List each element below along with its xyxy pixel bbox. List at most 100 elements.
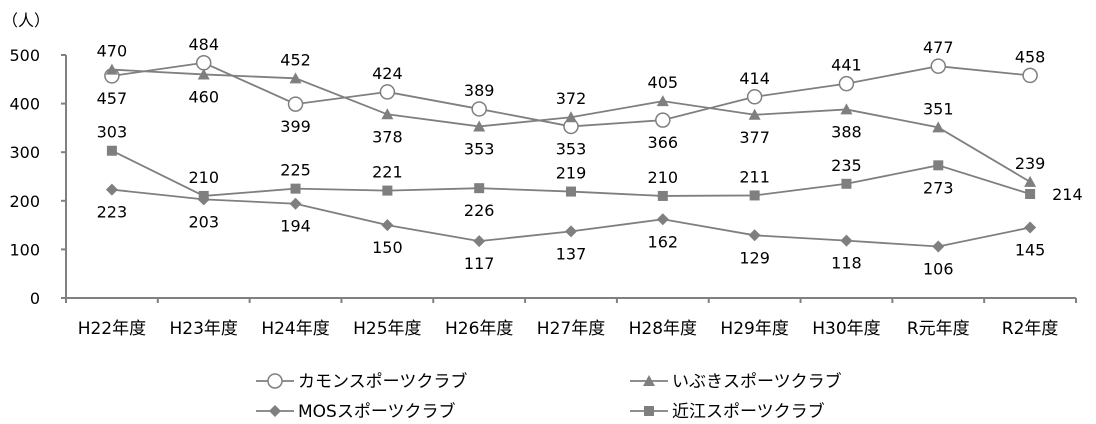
x-category-label: H23年度 <box>170 319 238 339</box>
data-label: 223 <box>97 203 128 222</box>
data-point <box>1024 175 1037 187</box>
x-category-label: H27年度 <box>537 319 605 339</box>
series-2: 470 460 452 378 353 372 405 377 388 351 239 <box>97 42 1045 187</box>
data-point <box>106 145 117 156</box>
data-label: 162 <box>648 232 679 251</box>
legend-label: MOSスポーツクラブ <box>298 401 456 422</box>
data-point <box>841 178 852 189</box>
data-point <box>1022 67 1038 84</box>
data-point <box>932 121 945 133</box>
legend-marker <box>269 405 281 417</box>
data-label: 273 <box>923 178 954 197</box>
data-label: 137 <box>556 244 587 263</box>
data-point <box>289 197 302 210</box>
data-label: 414 <box>739 69 770 88</box>
data-point <box>473 235 486 248</box>
data-label: 353 <box>464 139 495 158</box>
data-point <box>748 108 761 120</box>
y-tick-label: 200 <box>9 192 40 211</box>
legend-marker <box>643 375 655 386</box>
data-label: 129 <box>739 248 770 267</box>
legend-label: 近江スポーツクラブ <box>672 401 825 422</box>
data-point <box>198 190 209 201</box>
data-point <box>930 58 947 74</box>
series-line <box>111 188 1031 248</box>
data-label: 117 <box>464 254 495 273</box>
y-tick-label: 400 <box>9 95 40 114</box>
data-point <box>290 183 301 194</box>
data-label: 226 <box>464 201 495 220</box>
data-point <box>840 234 853 247</box>
data-label: 211 <box>739 167 770 186</box>
series-1: 457 484 399 424 389 353 366 414 441 477 458 <box>97 35 1046 159</box>
x-category-label: R2年度 <box>1002 319 1059 339</box>
data-label: 210 <box>188 168 219 187</box>
data-point <box>474 183 485 194</box>
legend: カモンスポーツクラブ いぶきスポーツクラブ MOSスポーツクラブ 近江スポーツクラブ <box>256 371 842 422</box>
data-point <box>656 213 669 226</box>
x-category-label: H26年度 <box>445 319 513 339</box>
data-point <box>933 160 944 171</box>
data-label: 377 <box>739 128 770 147</box>
data-point <box>749 190 760 201</box>
x-category-label: H29年度 <box>720 319 788 339</box>
legend-item-1: カモンスポーツクラブ <box>256 371 467 392</box>
data-label: 303 <box>97 123 128 142</box>
data-label: 399 <box>280 117 311 136</box>
data-label: 378 <box>372 127 403 146</box>
data-label: 366 <box>648 133 679 152</box>
legend-item-3: MOSスポーツクラブ <box>256 401 456 422</box>
data-label: 225 <box>280 161 311 180</box>
data-point <box>382 185 393 196</box>
data-label: 219 <box>556 164 587 183</box>
data-point <box>381 219 394 232</box>
data-label: 405 <box>648 73 679 92</box>
data-label: 235 <box>831 156 862 175</box>
y-tick-label: 500 <box>9 46 40 65</box>
data-point <box>838 75 855 92</box>
data-label: 118 <box>831 254 862 273</box>
data-point <box>471 101 487 117</box>
data-label: 145 <box>1015 241 1046 260</box>
data-label: 458 <box>1015 47 1046 66</box>
y-axis: 0 100 200 300 400 500 <box>9 46 67 308</box>
legend-item-4: 近江スポーツクラブ <box>630 401 825 422</box>
data-label: 353 <box>556 139 587 158</box>
y-tick-label: 0 <box>30 289 40 308</box>
legend-label: カモンスポーツクラブ <box>298 371 467 392</box>
data-point <box>105 183 118 196</box>
data-point <box>565 111 577 123</box>
data-point <box>655 112 671 128</box>
data-point <box>565 225 577 238</box>
x-category-label: H30年度 <box>812 319 880 339</box>
data-point <box>1024 221 1037 234</box>
data-label: 460 <box>188 87 219 106</box>
data-label: 424 <box>372 64 403 83</box>
data-label: 351 <box>923 99 954 118</box>
legend-label: いぶきスポーツクラブ <box>672 371 842 392</box>
x-axis: H22年度 H23年度 H24年度 H25年度 H26年度 H27年度 H28年度 H29年度… <box>65 297 1077 339</box>
data-label: 372 <box>556 89 587 108</box>
data-label: 389 <box>464 81 495 100</box>
data-point <box>746 89 763 105</box>
data-point <box>287 96 304 112</box>
legend-marker <box>644 406 654 416</box>
data-point <box>381 108 394 120</box>
data-label: 221 <box>372 163 403 182</box>
data-label: 210 <box>648 168 679 187</box>
data-point <box>105 63 118 75</box>
data-point <box>566 186 576 197</box>
data-label: 470 <box>97 42 128 61</box>
data-point <box>289 72 302 84</box>
data-label: 441 <box>831 56 862 75</box>
data-point <box>657 190 668 201</box>
x-category-label: H28年度 <box>629 319 697 339</box>
data-point <box>379 84 396 100</box>
y-axis-unit-label: （人） <box>2 11 50 30</box>
data-point <box>1025 188 1036 199</box>
data-label: 477 <box>923 38 954 57</box>
data-label: 484 <box>188 35 219 54</box>
legend-item-2: いぶきスポーツクラブ <box>630 371 842 392</box>
series-4: 303 210 225 221 226 219 210 211 235 273 214 <box>97 123 1083 220</box>
